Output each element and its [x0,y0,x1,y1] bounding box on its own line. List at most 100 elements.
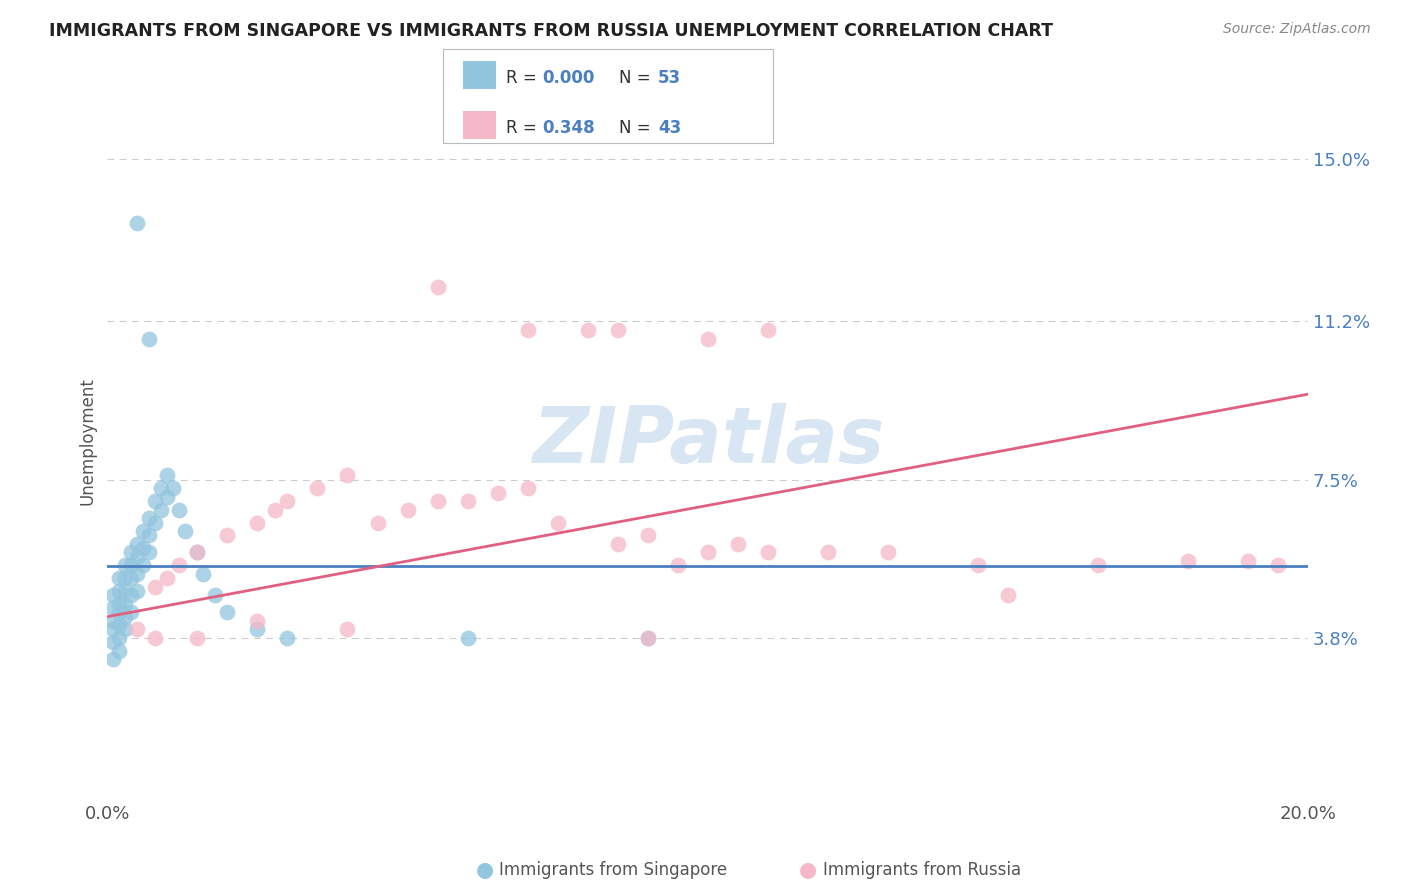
Point [103,635,125,649]
Point [114,609,136,624]
Point [426,280,449,294]
Text: 0.000: 0.000 [543,69,595,87]
Point [1177,554,1199,568]
Point [457,494,479,508]
Point [156,571,179,585]
Point [366,516,388,530]
Point [127,549,149,564]
Point [966,558,988,573]
Text: 43: 43 [658,119,682,136]
Text: ●: ● [800,860,817,880]
Point [132,558,155,573]
Point [145,631,167,645]
Point [606,537,628,551]
Point [547,516,569,530]
Point [150,481,173,495]
Point [486,485,509,500]
Point [156,468,179,483]
Point [264,502,287,516]
Point [114,597,136,611]
Text: 0.348: 0.348 [543,119,595,136]
Point [246,614,269,628]
Point [108,606,131,620]
Point [727,537,749,551]
Point [606,323,628,337]
Point [114,584,136,599]
Point [1237,554,1260,568]
Y-axis label: Unemployment: Unemployment [79,377,96,505]
Point [108,584,131,599]
Point [1087,558,1109,573]
Point [145,580,167,594]
Text: IMMIGRANTS FROM SINGAPORE VS IMMIGRANTS FROM RUSSIA UNEMPLOYMENT CORRELATION CHA: IMMIGRANTS FROM SINGAPORE VS IMMIGRANTS … [49,22,1053,40]
Point [756,545,779,559]
Point [336,623,359,637]
Point [120,558,142,573]
Point [103,623,125,637]
Point [103,601,125,615]
Point [127,216,149,230]
Point [169,558,191,573]
Text: ●: ● [477,860,494,880]
Point [108,644,131,658]
Point [1267,558,1289,573]
Point [120,606,142,620]
Text: Immigrants from Singapore: Immigrants from Singapore [499,861,727,879]
Text: 53: 53 [658,69,681,87]
Point [120,588,142,602]
Point [145,494,167,508]
Point [127,623,149,637]
Point [696,545,718,559]
Point [336,468,359,483]
Point [138,332,160,346]
Point [426,494,449,508]
Text: Immigrants from Russia: Immigrants from Russia [823,861,1021,879]
Point [103,614,125,628]
Point [666,558,689,573]
Point [637,631,659,645]
Point [108,571,131,585]
Point [127,584,149,599]
Point [132,541,155,556]
Point [108,597,131,611]
Text: R =: R = [506,69,547,87]
Point [127,537,149,551]
Point [516,481,538,495]
Point [156,490,179,504]
Point [145,516,167,530]
Point [276,494,298,508]
Point [127,566,149,581]
Point [108,631,131,645]
Point [150,502,173,516]
Point [217,528,239,542]
Point [204,588,226,602]
Point [103,652,125,666]
Point [103,588,125,602]
Text: N =: N = [619,69,655,87]
Point [246,516,269,530]
Point [457,631,479,645]
Point [817,545,839,559]
Point [108,618,131,632]
Point [138,511,160,525]
Point [186,545,208,559]
Point [217,606,239,620]
Point [193,566,215,581]
Point [169,502,191,516]
Point [114,571,136,585]
Point [138,528,160,542]
Point [696,332,718,346]
Point [114,623,136,637]
Point [120,571,142,585]
Text: ZIPatlas: ZIPatlas [531,403,884,479]
Point [246,623,269,637]
Point [174,524,197,538]
Point [162,481,184,495]
Point [307,481,329,495]
Point [876,545,898,559]
Point [120,545,142,559]
Point [997,588,1019,602]
Point [756,323,779,337]
Point [396,502,419,516]
Point [276,631,298,645]
